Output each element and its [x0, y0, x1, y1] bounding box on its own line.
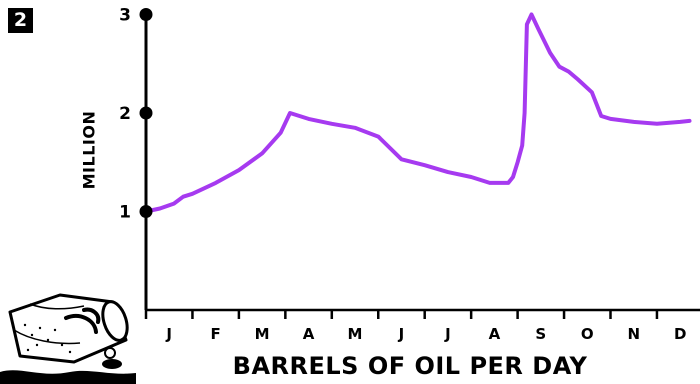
series-line — [144, 12, 692, 214]
x-tick-label: J — [398, 325, 405, 343]
x-tick-label: F — [211, 325, 221, 343]
chart-axes — [144, 14, 700, 312]
y-tick-label: 1 — [119, 203, 131, 223]
x-tick-label: O — [581, 325, 594, 343]
x-tick-label: J — [165, 325, 172, 343]
y-tick-labels: 1 2 3 — [119, 6, 131, 223]
x-tick-label: D — [674, 325, 686, 343]
x-tick-label: M — [255, 325, 270, 343]
y-tick-dots — [139, 8, 153, 218]
figure-number-badge: 2 — [8, 8, 33, 33]
x-tick-label: N — [627, 325, 640, 343]
y-tick-label: 2 — [119, 104, 131, 124]
oil-barrel-illustration — [0, 293, 136, 384]
y-tick-dot — [139, 205, 153, 218]
x-tick-label: J — [444, 325, 451, 343]
series-group — [144, 12, 692, 214]
y-tick-dot — [139, 8, 153, 21]
x-tick-label: A — [489, 325, 501, 343]
x-tick-label: A — [303, 325, 315, 343]
y-tick-dot — [139, 106, 153, 120]
x-axis-label: BARRELS OF OIL PER DAY — [232, 352, 588, 380]
x-tick-marks — [144, 310, 659, 319]
y-tick-label: 3 — [119, 6, 131, 26]
x-tick-label: M — [348, 325, 363, 343]
x-tick-label: S — [535, 325, 546, 343]
